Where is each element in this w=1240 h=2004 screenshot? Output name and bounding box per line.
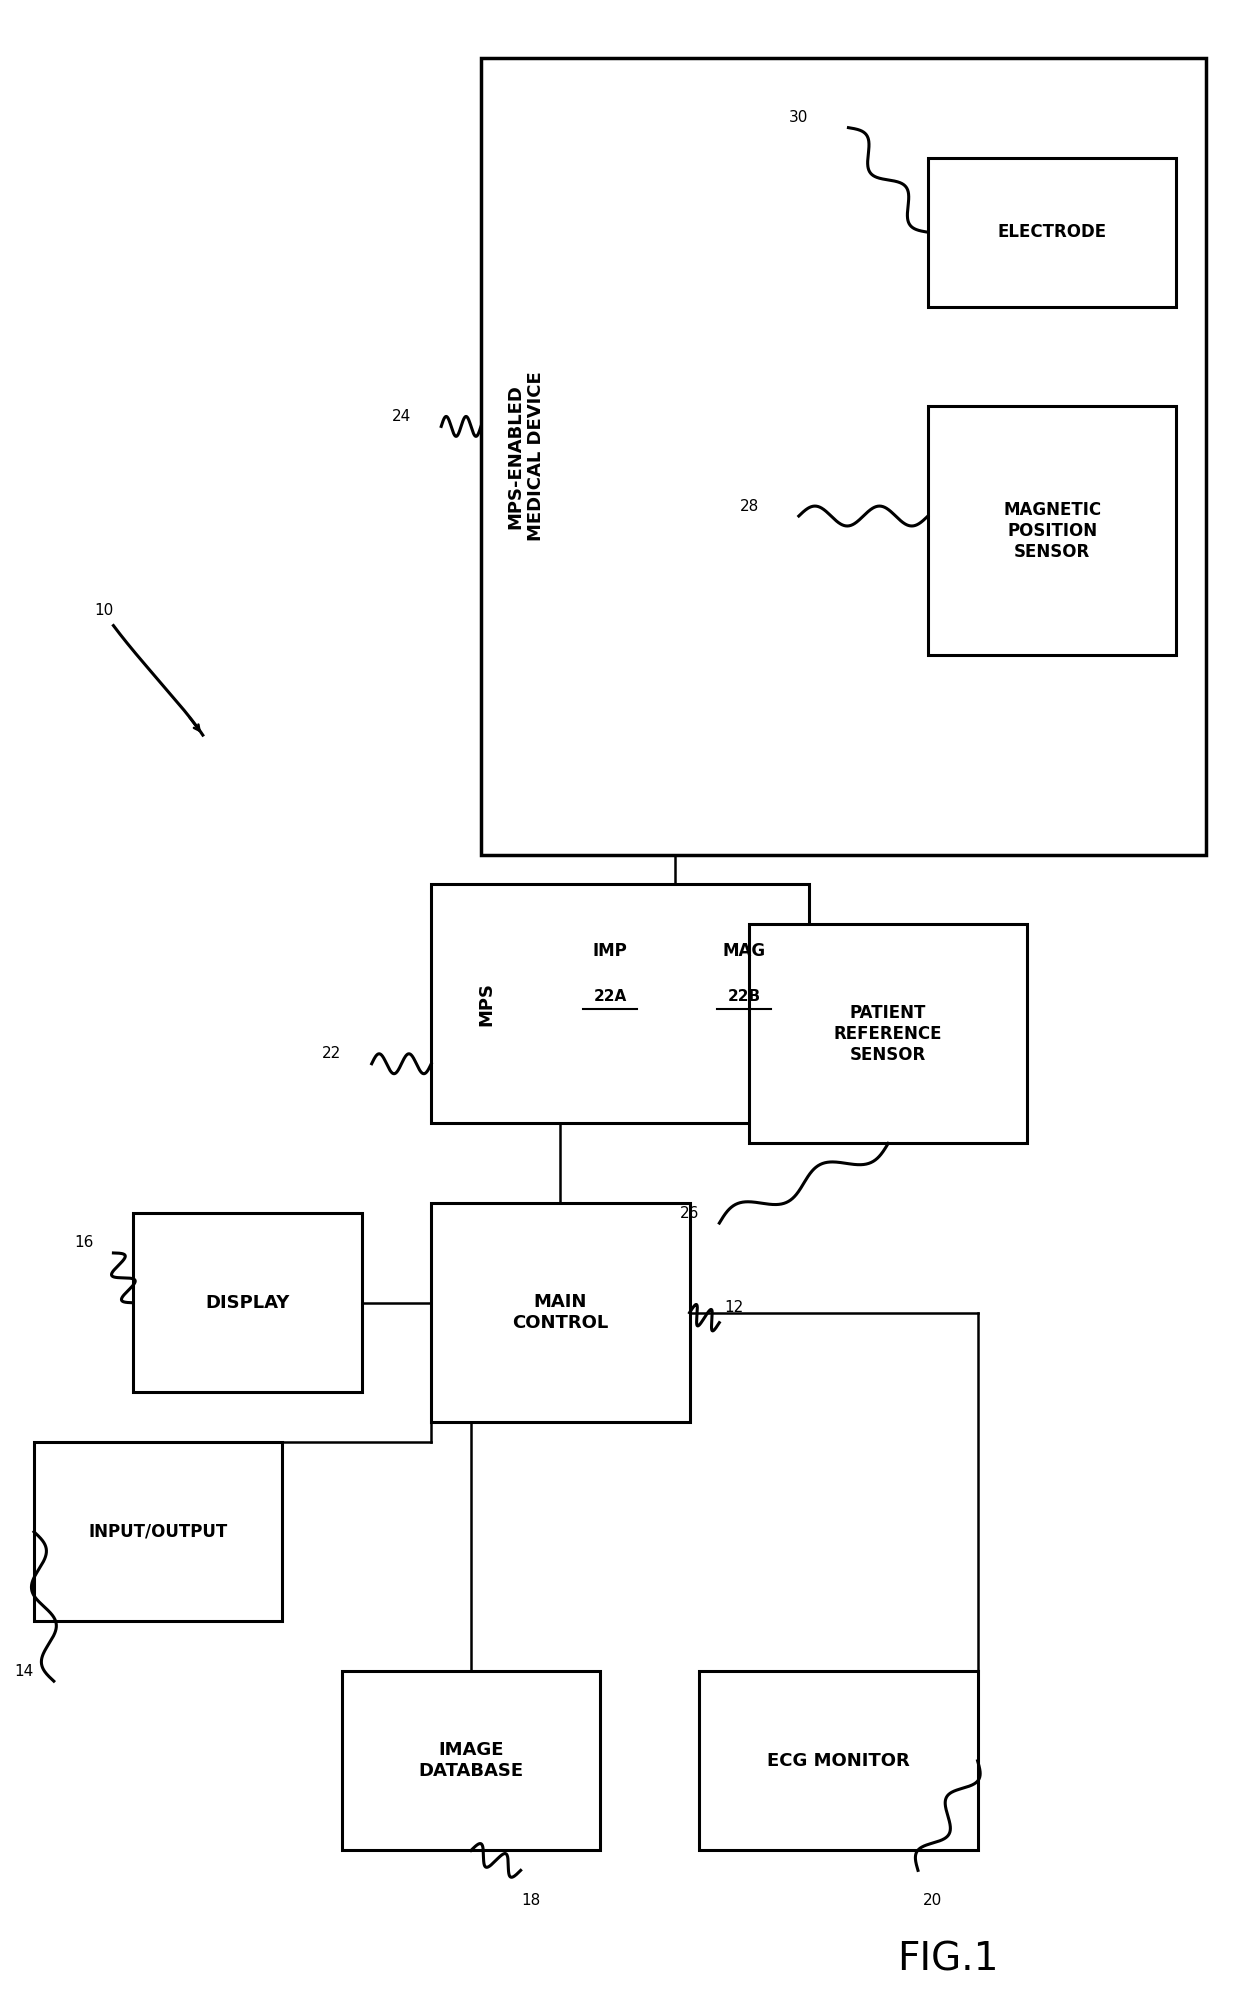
Bar [481,58,1207,854]
Text: MPS: MPS [477,982,495,1026]
Bar [432,1202,689,1423]
Text: 30: 30 [789,110,808,124]
Text: INPUT/OUTPUT: INPUT/OUTPUT [88,1523,228,1541]
Text: 22B: 22B [728,988,760,1004]
Text: ECG MONITOR: ECG MONITOR [768,1751,910,1770]
Text: 12: 12 [724,1301,744,1315]
Bar [33,1443,283,1621]
Text: 24: 24 [392,409,412,425]
Text: IMAGE
DATABASE: IMAGE DATABASE [418,1741,523,1780]
Text: PATIENT
REFERENCE
SENSOR: PATIENT REFERENCE SENSOR [835,1004,942,1064]
Bar [928,158,1177,307]
Text: 14: 14 [15,1663,33,1679]
Bar [342,1671,600,1850]
Text: DISPLAY: DISPLAY [206,1295,290,1313]
Text: ELECTRODE: ELECTRODE [997,222,1106,240]
Text: IMP: IMP [593,942,627,960]
Text: MAIN
CONTROL: MAIN CONTROL [512,1293,609,1333]
Bar [133,1212,362,1393]
Bar [699,1671,977,1850]
Text: 22: 22 [322,1046,341,1062]
Text: 16: 16 [74,1236,93,1250]
Text: FIG.1: FIG.1 [897,1942,998,1980]
Text: 28: 28 [739,499,759,513]
Text: 18: 18 [521,1892,541,1908]
Text: MAG: MAG [723,942,766,960]
Text: 22A: 22A [594,988,626,1004]
Text: 20: 20 [924,1892,942,1908]
Text: MAGNETIC
POSITION
SENSOR: MAGNETIC POSITION SENSOR [1003,501,1101,561]
Text: 10: 10 [94,603,113,617]
Bar [928,407,1177,655]
Text: MPS-ENABLED
MEDICAL DEVICE: MPS-ENABLED MEDICAL DEVICE [506,371,546,541]
Bar [432,884,808,1124]
Bar [749,924,1027,1144]
Text: 26: 26 [680,1206,699,1220]
